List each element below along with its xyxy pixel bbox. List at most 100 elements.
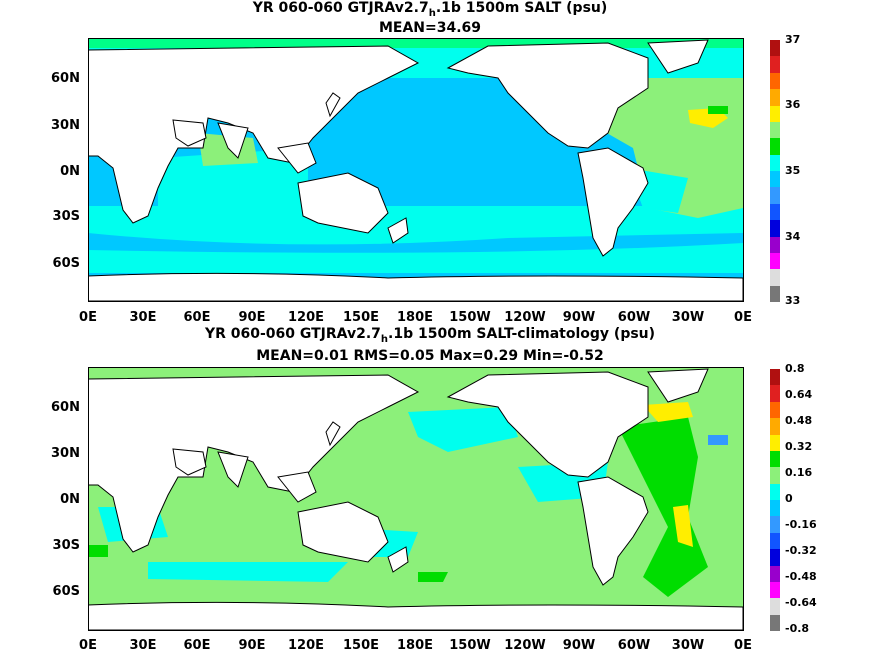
colorbar-swatch <box>770 385 780 402</box>
panel2-xtick: 30E <box>129 638 157 653</box>
land-antarctica <box>88 272 743 301</box>
panel2-colorbar-label: 0.32 <box>785 440 813 453</box>
panel1-xtick: 150W <box>449 310 491 325</box>
panel2-colorbar-label: -0.48 <box>785 570 817 583</box>
panel2-colorbar-label: -0.8 <box>785 622 810 635</box>
labrador-yellow <box>643 402 693 422</box>
land-eurasia-africa <box>88 45 420 224</box>
panel1-map <box>88 38 743 301</box>
panel2-colorbar-label: -0.32 <box>785 544 817 557</box>
colorbar-swatch <box>770 483 780 500</box>
panel1-xtick: 60E <box>183 310 211 325</box>
panel1-colorbar-label: 35 <box>785 164 801 177</box>
panel2-stats: MEAN=0.01 RMS=0.05 Max=0.29 Min=-0.52 <box>256 348 604 364</box>
panel2-xtick: 150E <box>342 638 380 653</box>
colorbar-swatch <box>770 614 780 631</box>
colorbar-swatch <box>770 40 780 57</box>
colorbar-swatch <box>770 401 780 419</box>
atlantic-ocean <box>593 68 743 218</box>
panel2-xtick: 60W <box>617 638 651 653</box>
panel1-xtick: 0E <box>79 310 97 325</box>
panel2-ytick: 30S <box>52 538 80 553</box>
panel2-xtick: 0E <box>79 638 97 653</box>
colorbar-swatch <box>770 285 780 302</box>
panel1-xtick: 120E <box>287 310 325 325</box>
panel1-xtick: 30W <box>671 310 705 325</box>
colorbar-swatch <box>770 418 780 435</box>
land-north-america <box>446 42 649 149</box>
colorbar-swatch <box>770 72 780 90</box>
panel2-ytick: 30N <box>51 446 80 461</box>
colorbar-swatch <box>770 565 780 582</box>
colorbar-swatch <box>770 105 780 122</box>
panel2-xtick: 90E <box>238 638 266 653</box>
panel2-xtick: 180E <box>396 638 434 653</box>
land-masses <box>88 39 743 301</box>
land-masses-2 <box>88 368 743 630</box>
panel1-xtick: 0E <box>734 310 752 325</box>
panel1-xtick: 180E <box>396 310 434 325</box>
panel1-ytick: 30N <box>51 118 80 133</box>
panel2-xtick: 150W <box>449 638 491 653</box>
panel1-colorbar-label: 34 <box>785 230 801 243</box>
panel2-xtick: 30W <box>671 638 705 653</box>
panel2-map-svg <box>88 367 743 630</box>
panel2-colorbar-label: 0.64 <box>785 388 813 401</box>
colorbar-swatch <box>770 269 780 286</box>
panel2-xtick: 90W <box>562 638 596 653</box>
panel2-colorbar <box>770 369 780 631</box>
panel2-ytick: 60N <box>51 400 80 415</box>
colorbar-swatch <box>770 369 780 386</box>
atlantic-positive <box>618 417 708 597</box>
colorbar-swatch <box>770 532 780 550</box>
panel2-xtick: 120E <box>287 638 325 653</box>
colorbar-swatch <box>770 154 780 171</box>
panel1-map-svg <box>88 38 743 301</box>
land-australia <box>297 172 389 234</box>
panel2-ytick: 60S <box>52 584 80 599</box>
panel2-xtick: 0E <box>734 638 752 653</box>
colorbar-swatch <box>770 187 780 204</box>
colorbar-swatch <box>770 450 780 468</box>
colorbar-swatch <box>770 581 780 599</box>
panel1-xtick: 150E <box>342 310 380 325</box>
panel1-xtick: 30E <box>129 310 157 325</box>
panel1-title: YR 060-060 GTJRAv2.7h.1b 1500m SALT (psu… <box>252 0 608 19</box>
colorbar-swatch <box>770 138 780 155</box>
panel2-colorbar-label: 0 <box>785 492 793 505</box>
panel2-colorbar-label: -0.16 <box>785 518 817 531</box>
colorbar-swatch <box>770 467 780 484</box>
colorbar-swatch <box>770 252 780 270</box>
panel1-ytick: 0N <box>60 164 80 179</box>
colorbar-swatch <box>770 220 780 237</box>
panel2-title: YR 060-060 GTJRAv2.7h.1b 1500m SALT-clim… <box>204 326 656 345</box>
indian-ocean <box>158 148 308 218</box>
land-south-america <box>577 147 649 257</box>
panel1-xtick: 120W <box>504 310 546 325</box>
colorbar-swatch <box>770 56 780 73</box>
colorbar-swatch <box>770 434 780 451</box>
panel2-colorbar-label: 0.16 <box>785 466 813 479</box>
panel2-ytick: 0N <box>60 492 80 507</box>
colorbar-swatch <box>770 171 780 188</box>
panel1-ytick: 30S <box>52 209 80 224</box>
colorbar-swatch <box>770 549 780 566</box>
panel2-colorbar-label: 0.48 <box>785 414 813 427</box>
colorbar-swatch <box>770 236 780 253</box>
panel1-colorbar-label: 37 <box>785 33 801 46</box>
panel1-stats: MEAN=34.69 <box>378 20 482 36</box>
panel2-colorbar-label: 0.8 <box>785 362 805 375</box>
panel1-ytick: 60S <box>52 256 80 271</box>
colorbar-swatch <box>770 500 780 517</box>
colorbar-swatch <box>770 598 780 615</box>
colorbar-swatch <box>770 516 780 533</box>
panel1-xtick: 90W <box>562 310 596 325</box>
colorbar-swatch <box>770 203 780 221</box>
panel1-xtick: 60W <box>617 310 651 325</box>
panel1-xtick: 90E <box>238 310 266 325</box>
panel1-colorbar-label: 33 <box>785 294 801 307</box>
panel2-xtick: 60E <box>183 638 211 653</box>
colorbar-swatch <box>770 89 780 106</box>
panel1-colorbar-label: 36 <box>785 98 801 111</box>
panel2-colorbar-label: -0.64 <box>785 596 817 609</box>
